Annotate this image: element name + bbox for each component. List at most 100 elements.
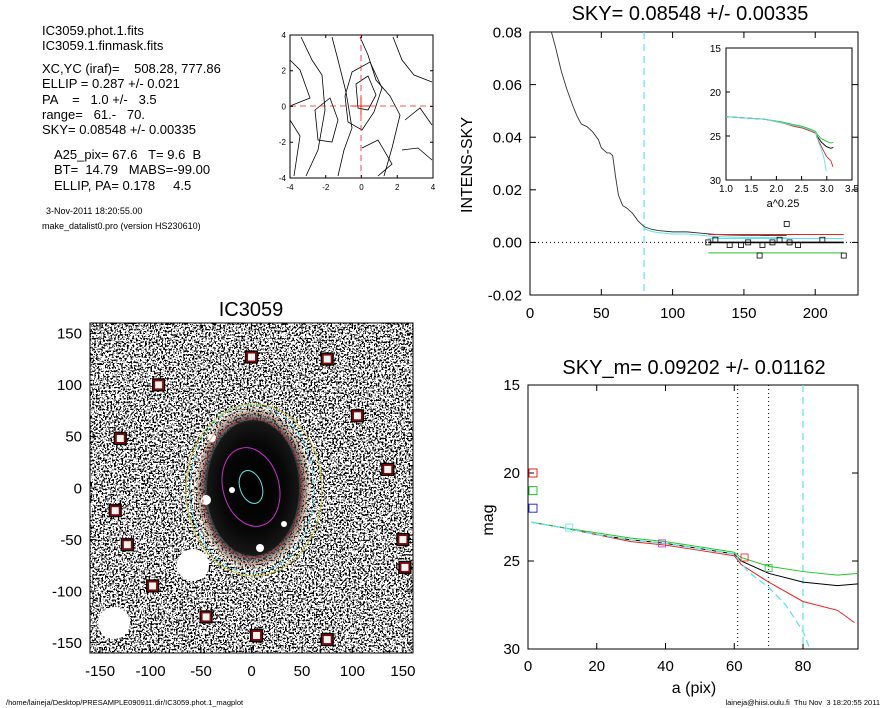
inset-y-tick-label: 20 [710, 88, 722, 99]
y-tick-label: 0.08 [493, 24, 522, 41]
x-tick-label: -2 [322, 183, 330, 192]
isophote-ellipse [201, 417, 303, 559]
masked-circle [281, 521, 287, 527]
galaxy-image-panel: IC3059 [52, 299, 415, 680]
masked-star-core [248, 353, 255, 361]
isophote-ellipse [193, 407, 311, 569]
sky-ticks: 0 50 100 150 200 -0.02 0.00 0.02 0.04 0.06 0.08 [488, 24, 858, 322]
y-tick-label: 0.06 [493, 77, 522, 94]
x-tick-label: 40 [657, 658, 674, 675]
masked-star-core [323, 636, 331, 644]
masked-star-core [116, 435, 124, 442]
y-tick-label: 15 [503, 377, 520, 394]
mag-profile-plot: SKY_m= 0.09202 +/- 0.01162 mag a (pix) 0… [480, 357, 859, 697]
sky-frame [529, 31, 859, 296]
sky-inset: 1.0 1.5 2.0 2.5 3.0 3.5 15 20 25 30 a^0.25 [710, 44, 860, 210]
contour-line [344, 61, 383, 131]
sky-point [712, 236, 719, 243]
inset-xlabel: a^0.25 [767, 198, 800, 210]
info-block: IC3059.phot.1.fits IC3059.1.finmask.fits… [42, 23, 221, 231]
sky-point [726, 242, 733, 248]
mag-series-line [531, 521, 811, 650]
masked-star-core [384, 465, 392, 473]
isophote-ellipse [238, 470, 264, 504]
contour-line [289, 59, 311, 107]
y-tick-label: 25 [503, 553, 520, 570]
sky-point [745, 239, 752, 246]
sky-profile-cyan [643, 228, 787, 239]
info-range: range= 61.- 70. [42, 107, 145, 122]
y-tick-label: 0.04 [493, 129, 522, 146]
x-tick-label: 200 [803, 305, 828, 322]
y-tick-label: 20 [503, 465, 520, 482]
info-date: 3-Nov-2011 18:20:55.00 [46, 206, 142, 216]
inset-x-tick-label: 1.0 [719, 184, 733, 195]
x-tick-label: 0 [526, 305, 534, 322]
masked-circle [201, 495, 211, 505]
masked-star-core [123, 541, 131, 549]
mag-series-line [531, 521, 855, 624]
y-tick-label: 100 [57, 377, 82, 394]
mag-marker [528, 503, 538, 513]
x-tick-label: 50 [593, 305, 610, 322]
inset-ticks: 1.0 1.5 2.0 2.5 3.0 3.5 15 20 25 30 [710, 44, 860, 195]
x-tick-label: 80 [795, 658, 812, 675]
info-program: make_datalist0.pro (version HS230610) [42, 221, 201, 231]
inset-x-tick-label: 1.5 [744, 184, 758, 195]
profile-marker [565, 523, 574, 532]
inset-y-tick-label: 15 [710, 44, 722, 55]
inset-x-tick-label: 3.0 [820, 184, 834, 195]
isophote-ellipse [197, 411, 307, 565]
profile-marker [658, 539, 666, 548]
masked-star-core [323, 355, 331, 363]
inset-series-line [725, 116, 827, 172]
mag-marker [528, 486, 538, 496]
sky-point [769, 239, 776, 246]
y-tick-label: 50 [65, 429, 82, 446]
sky-point [840, 252, 847, 259]
isophote-ellipses [185, 403, 323, 577]
isophote-ellipse [185, 403, 323, 577]
info-pa: PA = 1.0 +/- 3.5 [42, 92, 157, 107]
sky-point [759, 242, 766, 248]
masked-star-core [353, 412, 361, 420]
y-tick-label: 0.02 [493, 182, 522, 199]
mag-marker [528, 468, 538, 478]
contour-line [314, 97, 339, 143]
info-a25: A25_pix= 67.6 T= 9.6 B [54, 147, 201, 162]
inset-x-tick-label: 2.0 [769, 184, 783, 195]
masked-star-core [149, 582, 157, 590]
isophote-ellipse [221, 447, 281, 527]
x-tick-label: -4 [286, 183, 294, 192]
masked-circle [256, 544, 264, 552]
info-ellip: ELLIP = 0.287 +/- 0.021 [42, 76, 180, 91]
x-tick-label: 100 [660, 305, 685, 322]
inset-y-tick-label: 30 [710, 176, 722, 187]
y-tick-label: 0 [282, 102, 287, 111]
mag-series-line [531, 521, 859, 576]
y-tick-label: -100 [52, 583, 82, 600]
galaxy-core [207, 420, 299, 556]
inset-x-tick-label: 3.5 [845, 184, 859, 195]
x-tick-label: 50 [294, 663, 311, 680]
y-tick-label: -50 [60, 532, 82, 549]
masked-star-core [253, 631, 261, 639]
inset-frame [725, 47, 853, 181]
sky-marks [530, 31, 858, 295]
y-tick-label: 4 [282, 31, 287, 40]
mag-xlabel: a (pix) [672, 680, 716, 697]
contour-ticks: -4 -2 0 2 4 -4 -2 0 2 4 [279, 31, 436, 192]
x-tick-label: -100 [136, 663, 166, 680]
contour-line [361, 139, 393, 177]
masked-star-core [202, 613, 210, 621]
contour-line [404, 107, 433, 126]
profile-marker [740, 553, 749, 562]
x-tick-label: 0 [247, 663, 255, 680]
contour-line [401, 147, 433, 161]
sky-profile-plot: SKY= 0.08548 +/- 0.00335 INTENS-SKY 0 50 1… [459, 3, 859, 322]
x-tick-label: 2 [395, 183, 400, 192]
contour-plot: -4 -2 0 2 4 -4 -2 0 2 4 [279, 31, 436, 192]
x-tick-label: 150 [731, 305, 756, 322]
